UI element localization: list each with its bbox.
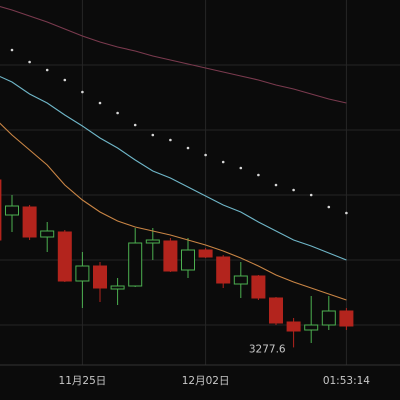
x-tick-label: 01:53:14 — [323, 375, 370, 387]
candle-body — [40, 230, 55, 238]
indicator-dot — [169, 138, 172, 142]
moving-average-line — [0, 122, 347, 301]
indicator-dot — [204, 153, 207, 157]
indicator-dot — [186, 146, 190, 150]
candle-body — [286, 321, 301, 332]
indicator-dot — [10, 48, 14, 52]
indicator-dot — [345, 211, 348, 215]
candle-body — [198, 249, 213, 258]
candle-body — [233, 275, 248, 285]
candle-body — [93, 265, 107, 289]
indicator-dot — [45, 68, 49, 72]
indicator-dot — [81, 90, 84, 94]
candle-body — [5, 205, 19, 216]
candle-body — [181, 249, 195, 271]
indicator-dot — [239, 166, 243, 170]
moving-average-line — [0, 75, 347, 261]
moving-average-line — [0, 6, 347, 104]
candle-body — [145, 239, 160, 244]
candle-body — [110, 285, 125, 290]
candle-body — [251, 275, 266, 299]
indicator-dot — [63, 78, 67, 82]
candle-body — [0, 179, 2, 241]
candle-body — [269, 297, 283, 324]
candle-body — [22, 206, 37, 238]
indicator-dot — [151, 133, 155, 137]
candle-body — [304, 324, 319, 331]
indicator-dot — [221, 160, 225, 164]
indicator-dot — [28, 60, 31, 64]
candle-body — [57, 231, 72, 282]
candle-body — [339, 310, 354, 327]
min-price-label: 3277.6 — [249, 343, 286, 355]
indicator-dot — [292, 188, 295, 192]
indicator-dot — [98, 101, 102, 105]
x-tick-label: 12月02日 — [182, 375, 230, 387]
indicator-dot — [257, 173, 260, 177]
candle-body — [321, 310, 336, 326]
candle-body — [163, 240, 178, 272]
indicator-dot — [274, 183, 278, 187]
candle-body — [128, 242, 143, 287]
indicator-dot — [309, 193, 313, 197]
indicator-dot — [116, 111, 119, 115]
x-tick-label: 11月25日 — [59, 375, 107, 387]
candle-body — [216, 256, 231, 284]
indicator-dot — [133, 123, 137, 127]
indicator-dot — [327, 205, 331, 209]
candle-body — [75, 265, 90, 282]
